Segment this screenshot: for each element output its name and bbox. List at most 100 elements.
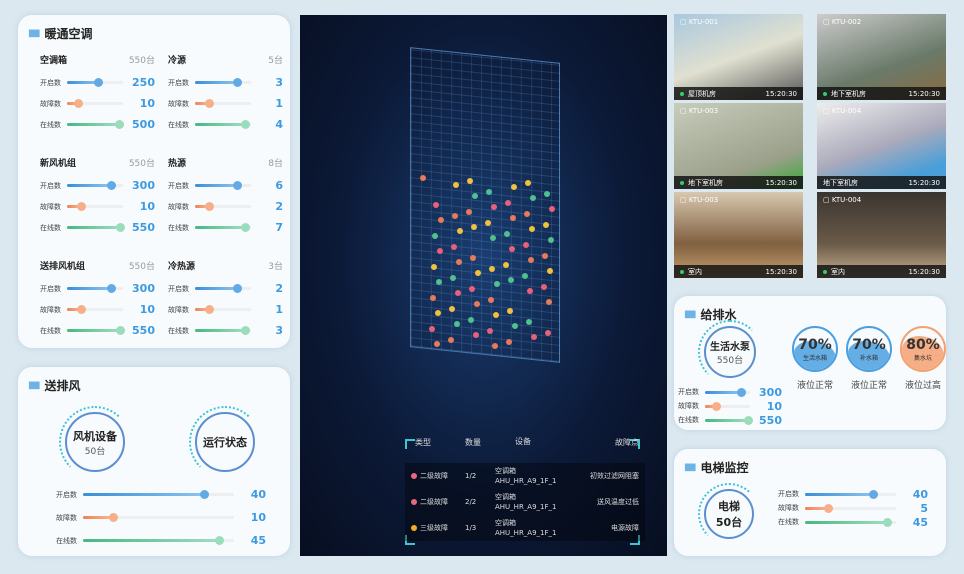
camera-feed[interactable]: ▢ KTU-004 室内 15:20:30 <box>817 192 946 278</box>
sensor-point[interactable] <box>525 180 531 186</box>
sensor-point[interactable] <box>524 211 530 217</box>
sensor-point[interactable] <box>452 213 458 219</box>
stat-bar-knob <box>93 78 103 87</box>
sensor-point[interactable] <box>453 182 459 188</box>
stat-bar <box>83 490 234 499</box>
fault-row[interactable]: 二级故障 2/2 空调箱 AHU_HR_A9_1F_1 送风温度过低 <box>405 489 645 515</box>
sensor-point[interactable] <box>454 321 460 327</box>
water-level-fill <box>794 340 836 370</box>
sensor-point[interactable] <box>488 297 494 303</box>
stat-bar <box>195 305 251 314</box>
stat-row: 开启数 40 <box>56 483 266 506</box>
sensor-point[interactable] <box>475 270 481 276</box>
stat-bar <box>195 326 251 335</box>
sensor-point[interactable] <box>546 299 552 305</box>
stat-row: 开启数 2 <box>168 278 283 299</box>
sensor-point[interactable] <box>507 308 513 314</box>
camera-feed[interactable]: ▢ KTU-003 地下室机房 15:20:30 <box>674 103 803 189</box>
sensor-point[interactable] <box>544 191 550 197</box>
stat-bar <box>67 78 123 87</box>
sensor-point[interactable] <box>508 277 514 283</box>
sensor-point[interactable] <box>492 343 498 349</box>
stat-value: 5 <box>920 501 928 515</box>
stat-bar-fill <box>67 205 81 208</box>
sensor-point[interactable] <box>512 323 518 329</box>
fault-row[interactable]: 二级故障 1/2 空调箱 AHU_HR_A9_1F_1 初效过滤网阻塞 <box>405 463 645 489</box>
camera-icon: ▢ <box>680 18 689 26</box>
sensor-point[interactable] <box>491 204 497 210</box>
sensor-point[interactable] <box>543 222 549 228</box>
sensor-point[interactable] <box>506 339 512 345</box>
sensor-point[interactable] <box>438 217 444 223</box>
title-marker-icon: ▮▮▮ <box>28 380 40 391</box>
sensor-point[interactable] <box>466 209 472 215</box>
sensor-point[interactable] <box>523 242 529 248</box>
sensor-point[interactable] <box>471 224 477 230</box>
sensor-point[interactable] <box>493 312 499 318</box>
sensor-point[interactable] <box>431 264 437 270</box>
sensor-point[interactable] <box>448 337 454 343</box>
sensor-point[interactable] <box>485 220 491 226</box>
sensor-point[interactable] <box>420 175 426 181</box>
sensor-point[interactable] <box>509 246 515 252</box>
sensor-point[interactable] <box>530 195 536 201</box>
stat-bar <box>67 223 126 232</box>
stat-bar-knob <box>205 99 214 108</box>
sensor-point[interactable] <box>486 189 492 195</box>
sensor-point[interactable] <box>504 231 510 237</box>
sensor-point[interactable] <box>437 248 443 254</box>
building-3d-view[interactable]: 类型 数量 设备 故障点 二级故障 1/2 空调箱 AHU_HR_A9_1F_1 初效过滤网阻… <box>300 15 667 556</box>
sensor-point[interactable] <box>433 202 439 208</box>
sensor-point[interactable] <box>430 295 436 301</box>
sensor-point[interactable] <box>529 226 535 232</box>
sensor-point[interactable] <box>547 268 553 274</box>
sensor-point[interactable] <box>522 273 528 279</box>
sensor-point[interactable] <box>449 306 455 312</box>
fault-row[interactable]: 三级故障 1/3 空调箱 AHU_HR_A9_1F_1 电源故障 <box>405 515 645 541</box>
sensor-point[interactable] <box>435 310 441 316</box>
sensor-point[interactable] <box>467 178 473 184</box>
sensor-point[interactable] <box>474 301 480 307</box>
sensor-point[interactable] <box>455 290 461 296</box>
stat-bar-fill <box>67 81 98 84</box>
sensor-point[interactable] <box>432 233 438 239</box>
sensor-point[interactable] <box>456 259 462 265</box>
sensor-point[interactable] <box>528 257 534 263</box>
stat-bar-fill <box>805 492 874 496</box>
sensor-point[interactable] <box>542 253 548 259</box>
sensor-point[interactable] <box>549 206 555 212</box>
sensor-point[interactable] <box>489 266 495 272</box>
fault-device: 空调箱 <box>495 493 516 501</box>
sensor-point[interactable] <box>457 228 463 234</box>
camera-feed[interactable]: ▢ KTU-002 地下室机房 15:20:30 <box>817 14 946 100</box>
sensor-point[interactable] <box>541 284 547 290</box>
sensor-point[interactable] <box>527 288 533 294</box>
sensor-point[interactable] <box>526 319 532 325</box>
sensor-point[interactable] <box>450 275 456 281</box>
sensor-point[interactable] <box>436 279 442 285</box>
sensor-point[interactable] <box>470 255 476 261</box>
sensor-point[interactable] <box>434 341 440 347</box>
sensor-point[interactable] <box>548 237 554 243</box>
sensor-point[interactable] <box>505 200 511 206</box>
sensor-point[interactable] <box>490 235 496 241</box>
camera-feed[interactable]: ▢ KTU-003 室内 15:20:30 <box>674 192 803 278</box>
camera-feed[interactable]: ▢ KTU-001 屋顶机房 15:20:30 <box>674 14 803 100</box>
sensor-point[interactable] <box>473 332 479 338</box>
camera-feed[interactable]: ▢ KTU-004 地下室机房 15:20:30 <box>817 103 946 189</box>
sensor-point[interactable] <box>468 317 474 323</box>
sensor-point[interactable] <box>531 334 537 340</box>
sensor-point[interactable] <box>494 281 500 287</box>
sensor-point[interactable] <box>469 286 475 292</box>
tank-status: 液位正常 <box>796 381 833 391</box>
stat-label: 在线数 <box>778 518 799 526</box>
stat-label: 在线数 <box>168 120 189 129</box>
sensor-point[interactable] <box>487 328 493 334</box>
sensor-point[interactable] <box>503 262 509 268</box>
sensor-point[interactable] <box>472 193 478 199</box>
sensor-point[interactable] <box>429 326 435 332</box>
sensor-point[interactable] <box>511 184 517 190</box>
sensor-point[interactable] <box>545 330 551 336</box>
sensor-point[interactable] <box>510 215 516 221</box>
sensor-point[interactable] <box>451 244 457 250</box>
